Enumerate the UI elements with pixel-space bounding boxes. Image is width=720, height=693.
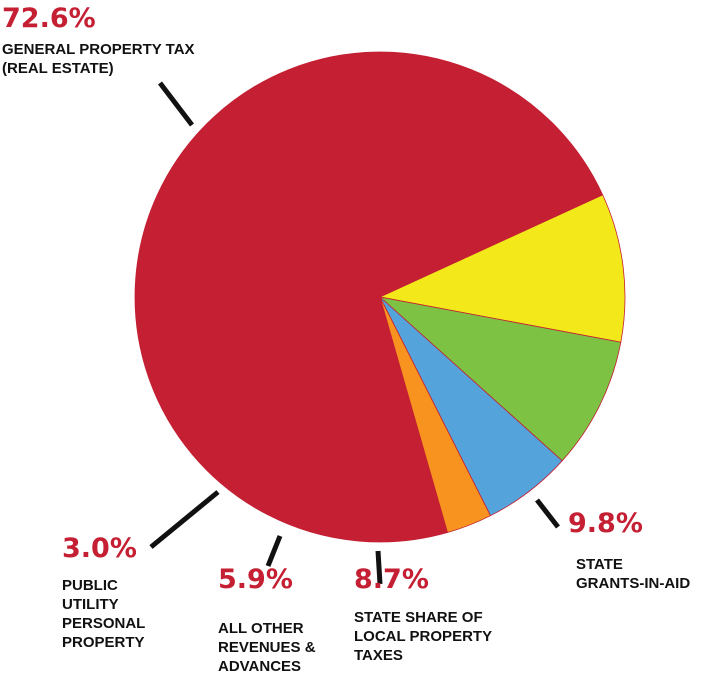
category-label-general-property-tax: GENERAL PROPERTY TAX (REAL ESTATE) (2, 41, 195, 77)
value-label-state-share: 8.7% (354, 564, 429, 595)
value-label-all-other-revenues: 5.9% (218, 564, 293, 595)
leader-line-state-grants-in-aid (535, 498, 560, 529)
pie-slice-general-property-tax (134, 51, 604, 543)
pie-slice-state-share (378, 296, 622, 462)
leader-line-all-other-revenues (265, 535, 283, 567)
value-label-public-utility: 3.0% (62, 533, 137, 564)
pie-slice-state-grants-in-aid (378, 194, 626, 343)
pie-slice-public-utility (379, 296, 491, 534)
category-label-state-grants-in-aid: STATE GRANTS-IN-AID (576, 556, 690, 592)
slice-labels: 72.6% GENERAL PROPERTY TAX (REAL ESTATE) 9.… (2, 3, 690, 675)
value-label-general-property-tax: 72.6% (2, 3, 96, 34)
pie-slices (134, 51, 626, 543)
leader-line-general-property-tax (158, 81, 194, 127)
category-label-public-utility: PUBLIC UTILITY PERSONAL PROPERTY (62, 577, 145, 651)
leader-line-state-share (375, 550, 383, 585)
category-label-all-other-revenues: ALL OTHER REVENUES & ADVANCES (218, 620, 316, 675)
value-label-state-grants-in-aid: 9.8% (568, 508, 643, 539)
leader-line-public-utility (149, 490, 220, 549)
leader-lines (149, 81, 560, 585)
category-label-state-share: STATE SHARE OF LOCAL PROPERTY TAXES (354, 609, 492, 664)
